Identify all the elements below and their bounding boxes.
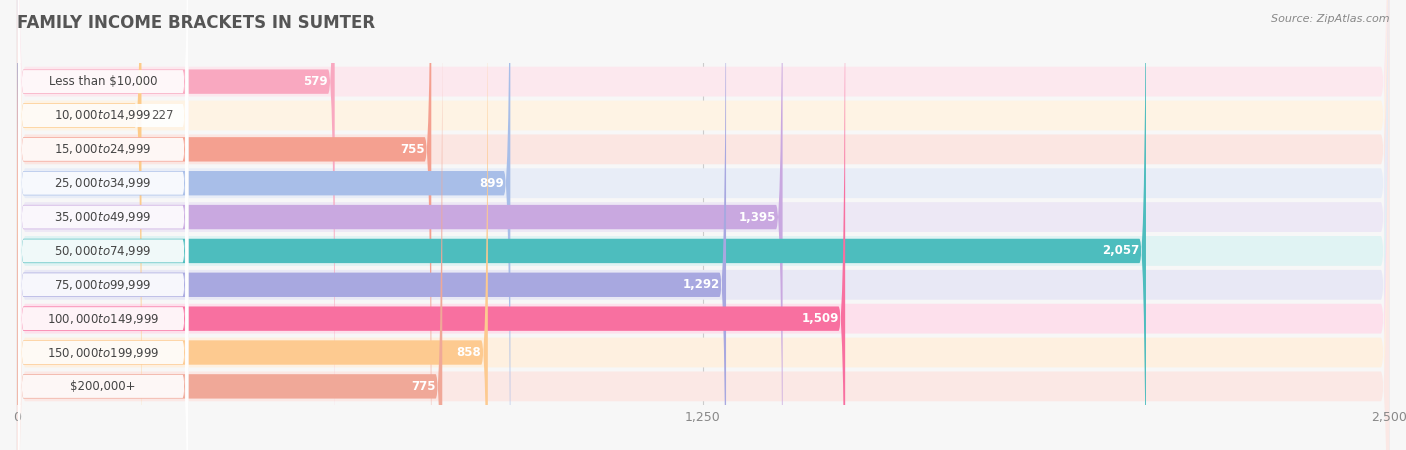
FancyBboxPatch shape [17, 0, 1146, 450]
Text: $100,000 to $149,999: $100,000 to $149,999 [46, 312, 159, 326]
FancyBboxPatch shape [18, 59, 188, 450]
Text: 1,395: 1,395 [738, 211, 776, 224]
FancyBboxPatch shape [17, 0, 142, 450]
FancyBboxPatch shape [17, 0, 335, 450]
FancyBboxPatch shape [17, 0, 1389, 450]
FancyBboxPatch shape [17, 0, 1389, 450]
FancyBboxPatch shape [18, 25, 188, 450]
Text: $15,000 to $24,999: $15,000 to $24,999 [55, 142, 152, 156]
FancyBboxPatch shape [17, 0, 783, 450]
FancyBboxPatch shape [17, 0, 1389, 450]
Text: $150,000 to $199,999: $150,000 to $199,999 [46, 346, 159, 360]
FancyBboxPatch shape [18, 0, 188, 450]
Text: $200,000+: $200,000+ [70, 380, 136, 393]
Text: $25,000 to $34,999: $25,000 to $34,999 [55, 176, 152, 190]
FancyBboxPatch shape [17, 0, 443, 450]
Text: 1,509: 1,509 [801, 312, 838, 325]
FancyBboxPatch shape [18, 0, 188, 450]
Text: $75,000 to $99,999: $75,000 to $99,999 [55, 278, 152, 292]
FancyBboxPatch shape [18, 0, 188, 450]
FancyBboxPatch shape [17, 0, 1389, 450]
Text: Less than $10,000: Less than $10,000 [49, 75, 157, 88]
Text: 858: 858 [457, 346, 481, 359]
Text: 579: 579 [304, 75, 328, 88]
Text: 1,292: 1,292 [682, 278, 720, 291]
FancyBboxPatch shape [17, 0, 1389, 450]
FancyBboxPatch shape [17, 0, 1389, 450]
FancyBboxPatch shape [17, 0, 488, 450]
Text: $10,000 to $14,999: $10,000 to $14,999 [55, 108, 152, 122]
FancyBboxPatch shape [17, 0, 1389, 450]
Text: 899: 899 [479, 177, 503, 190]
FancyBboxPatch shape [18, 0, 188, 450]
FancyBboxPatch shape [17, 0, 1389, 450]
Text: $35,000 to $49,999: $35,000 to $49,999 [55, 210, 152, 224]
Text: $50,000 to $74,999: $50,000 to $74,999 [55, 244, 152, 258]
Text: Source: ZipAtlas.com: Source: ZipAtlas.com [1271, 14, 1389, 23]
FancyBboxPatch shape [17, 0, 510, 450]
FancyBboxPatch shape [18, 0, 188, 443]
FancyBboxPatch shape [18, 0, 188, 450]
FancyBboxPatch shape [17, 0, 725, 450]
FancyBboxPatch shape [17, 0, 845, 450]
FancyBboxPatch shape [18, 0, 188, 450]
FancyBboxPatch shape [17, 0, 1389, 450]
Text: FAMILY INCOME BRACKETS IN SUMTER: FAMILY INCOME BRACKETS IN SUMTER [17, 14, 375, 32]
Text: 2,057: 2,057 [1102, 244, 1139, 257]
Text: 775: 775 [411, 380, 436, 393]
FancyBboxPatch shape [17, 0, 432, 450]
Text: 227: 227 [152, 109, 174, 122]
Text: 755: 755 [401, 143, 425, 156]
FancyBboxPatch shape [18, 0, 188, 409]
FancyBboxPatch shape [17, 0, 1389, 450]
